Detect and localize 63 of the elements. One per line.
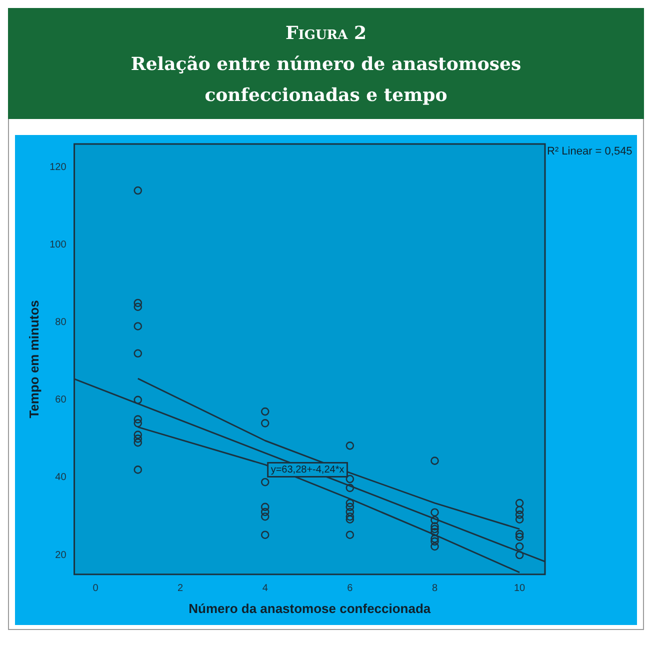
point: [346, 508, 354, 516]
point: [430, 528, 439, 536]
point: [515, 515, 524, 524]
chart-title: Figura 2: [284, 22, 368, 46]
point: [260, 478, 270, 486]
point: [260, 530, 270, 539]
point: [260, 407, 270, 416]
point: [515, 506, 524, 514]
x-tick-label: 6: [347, 583, 354, 594]
point: [260, 502, 270, 512]
point: [430, 524, 439, 534]
point: [134, 396, 142, 404]
x-tick-label: 8: [432, 583, 438, 594]
point: [430, 516, 439, 524]
point: [134, 438, 142, 447]
y-tick-label: 120: [50, 162, 67, 174]
point: [134, 349, 142, 358]
point: [134, 430, 142, 439]
x-tick-label: 2: [178, 583, 184, 594]
point: [346, 502, 354, 512]
point: [260, 512, 270, 521]
x-tick-label: 4: [262, 583, 268, 594]
point: [346, 498, 354, 508]
point: [134, 302, 142, 312]
point: [260, 508, 270, 516]
point: [430, 537, 439, 546]
point: [346, 515, 354, 524]
y-tick-label: 60: [55, 394, 67, 406]
point: [134, 298, 142, 308]
point: [430, 522, 439, 530]
point: [430, 542, 439, 551]
y-tick-label: 100: [50, 240, 67, 251]
point: [515, 550, 524, 560]
chart-subtitle: Relação entre número de anastomoses confeccionadas e tempo: [130, 53, 522, 108]
point: [134, 434, 142, 443]
x-axis-title: Número da anastomose confeccionada: [188, 600, 432, 616]
point: [346, 474, 354, 484]
point: [515, 498, 524, 508]
point: [430, 508, 439, 517]
point: [430, 456, 439, 465]
annotation: y=63,28+-4,24*x: [270, 464, 344, 476]
point: [134, 415, 142, 424]
point: [346, 442, 354, 450]
y-tick-label: 40: [55, 472, 67, 484]
point: [515, 542, 524, 551]
y-tick-label: 20: [55, 550, 67, 561]
point: [134, 186, 142, 195]
y-tick-label: 80: [55, 317, 67, 328]
point: [134, 466, 142, 474]
point: [134, 322, 142, 330]
point: [515, 532, 524, 541]
text: R² Linear = 0,545: [547, 146, 632, 158]
point: [346, 512, 354, 521]
point: [515, 530, 524, 538]
point: [346, 530, 354, 539]
y-axis-title: Tempo em minutos: [26, 300, 42, 418]
x-tick-label: 10: [514, 583, 526, 594]
point: [515, 510, 524, 519]
x-tick-label: 0: [92, 583, 99, 594]
point: [430, 534, 439, 543]
point: [260, 419, 270, 428]
point: [134, 419, 142, 428]
point: [346, 484, 354, 492]
